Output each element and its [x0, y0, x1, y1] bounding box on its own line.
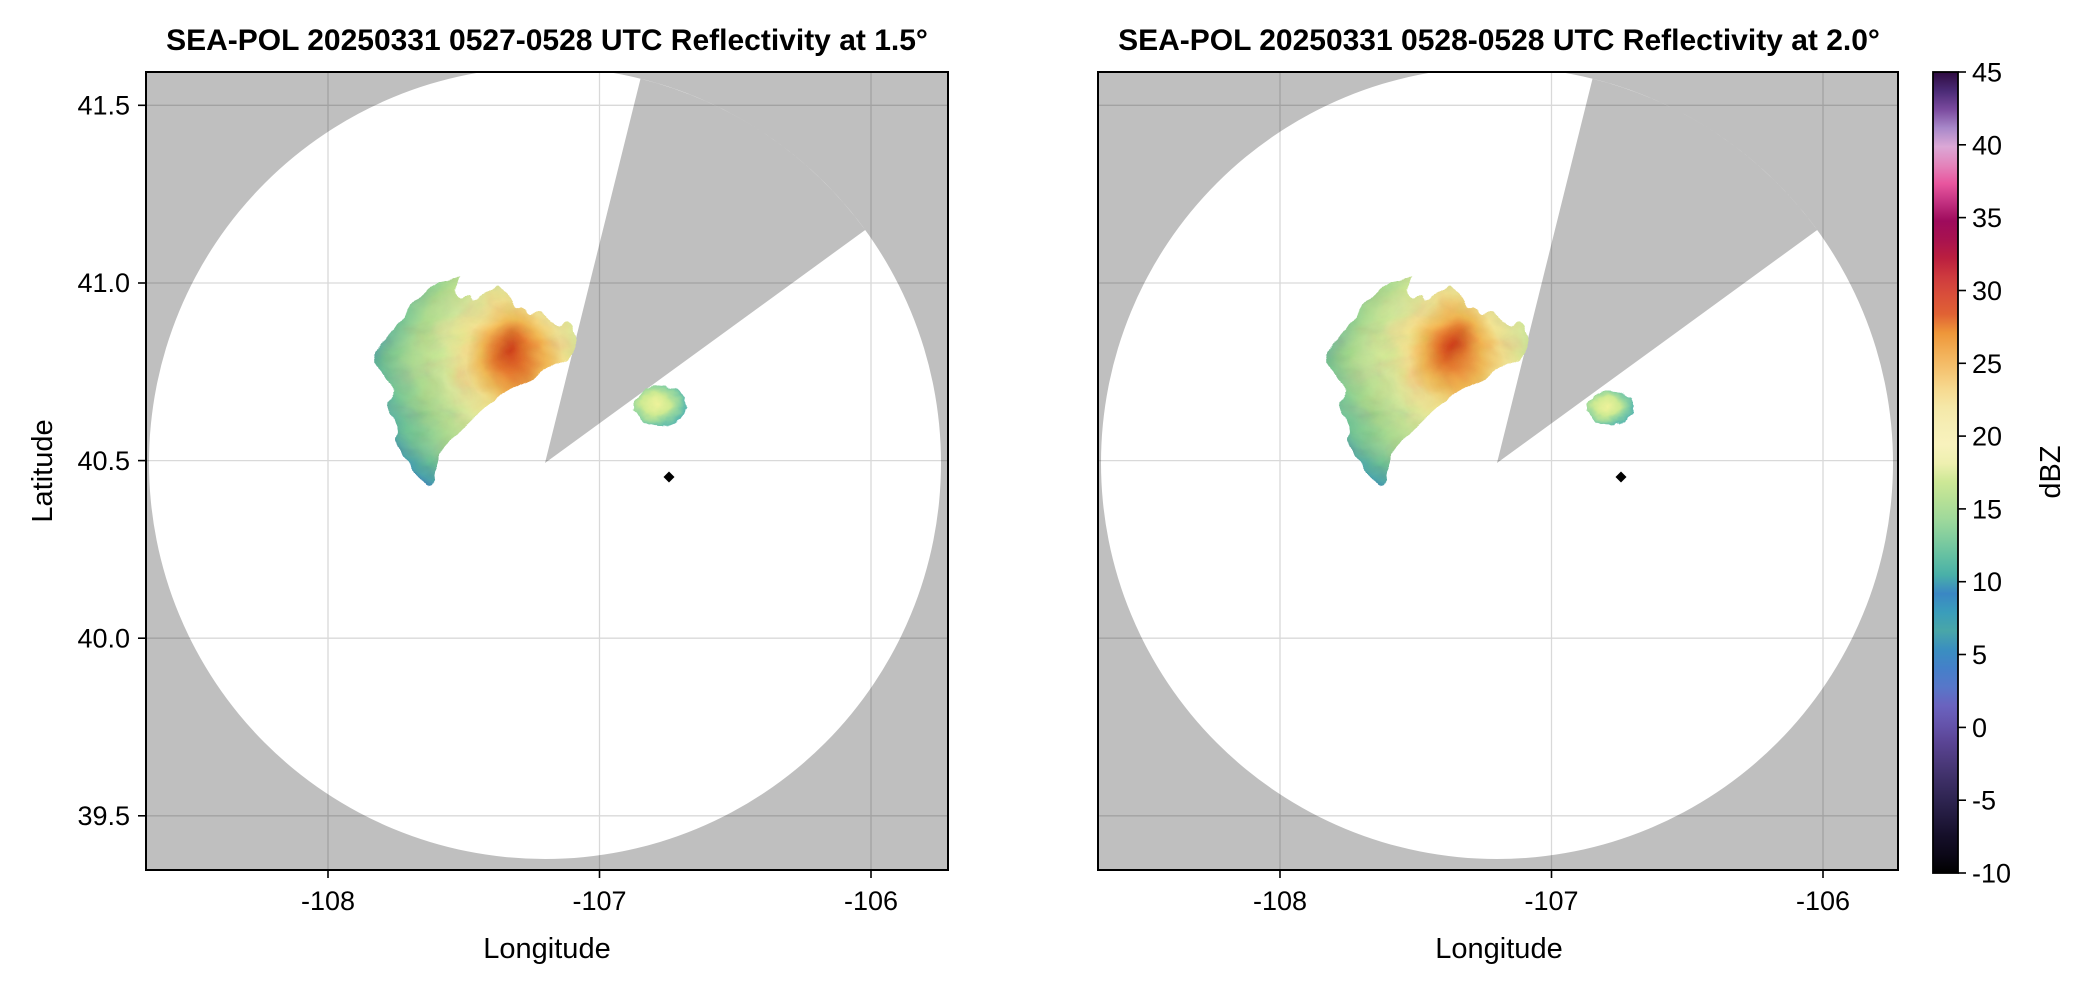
svg-text:-108: -108 [1253, 886, 1307, 916]
svg-text:Latitude: Latitude [27, 419, 59, 522]
svg-text:-108: -108 [301, 886, 355, 916]
svg-text:-5: -5 [1972, 786, 1996, 816]
svg-text:-107: -107 [1524, 886, 1578, 916]
svg-text:Longitude: Longitude [483, 933, 610, 965]
svg-text:41.0: 41.0 [77, 268, 130, 298]
svg-text:SEA-POL 20250331 0528-0528 UTC: SEA-POL 20250331 0528-0528 UTC Reflectiv… [1118, 24, 1880, 57]
svg-text:40: 40 [1972, 130, 2002, 160]
svg-text:39.5: 39.5 [77, 801, 130, 831]
svg-text:20: 20 [1972, 422, 2002, 452]
svg-text:30: 30 [1972, 276, 2002, 306]
svg-text:SEA-POL 20250331 0527-0528 UTC: SEA-POL 20250331 0527-0528 UTC Reflectiv… [166, 24, 928, 57]
svg-text:5: 5 [1972, 640, 1987, 670]
svg-text:40.0: 40.0 [77, 623, 130, 653]
svg-text:35: 35 [1972, 203, 2002, 233]
svg-text:-10: -10 [1972, 859, 2011, 889]
svg-text:Longitude: Longitude [1435, 933, 1562, 965]
svg-text:0: 0 [1972, 713, 1987, 743]
svg-text:41.5: 41.5 [77, 91, 130, 121]
svg-text:15: 15 [1972, 494, 2002, 524]
svg-text:-106: -106 [844, 886, 898, 916]
svg-text:40.5: 40.5 [77, 446, 130, 476]
svg-text:dBZ: dBZ [2035, 445, 2067, 498]
svg-text:-107: -107 [572, 886, 626, 916]
svg-text:45: 45 [1972, 58, 2002, 88]
svg-text:-106: -106 [1796, 886, 1850, 916]
svg-text:10: 10 [1972, 567, 2002, 597]
svg-text:25: 25 [1972, 349, 2002, 379]
